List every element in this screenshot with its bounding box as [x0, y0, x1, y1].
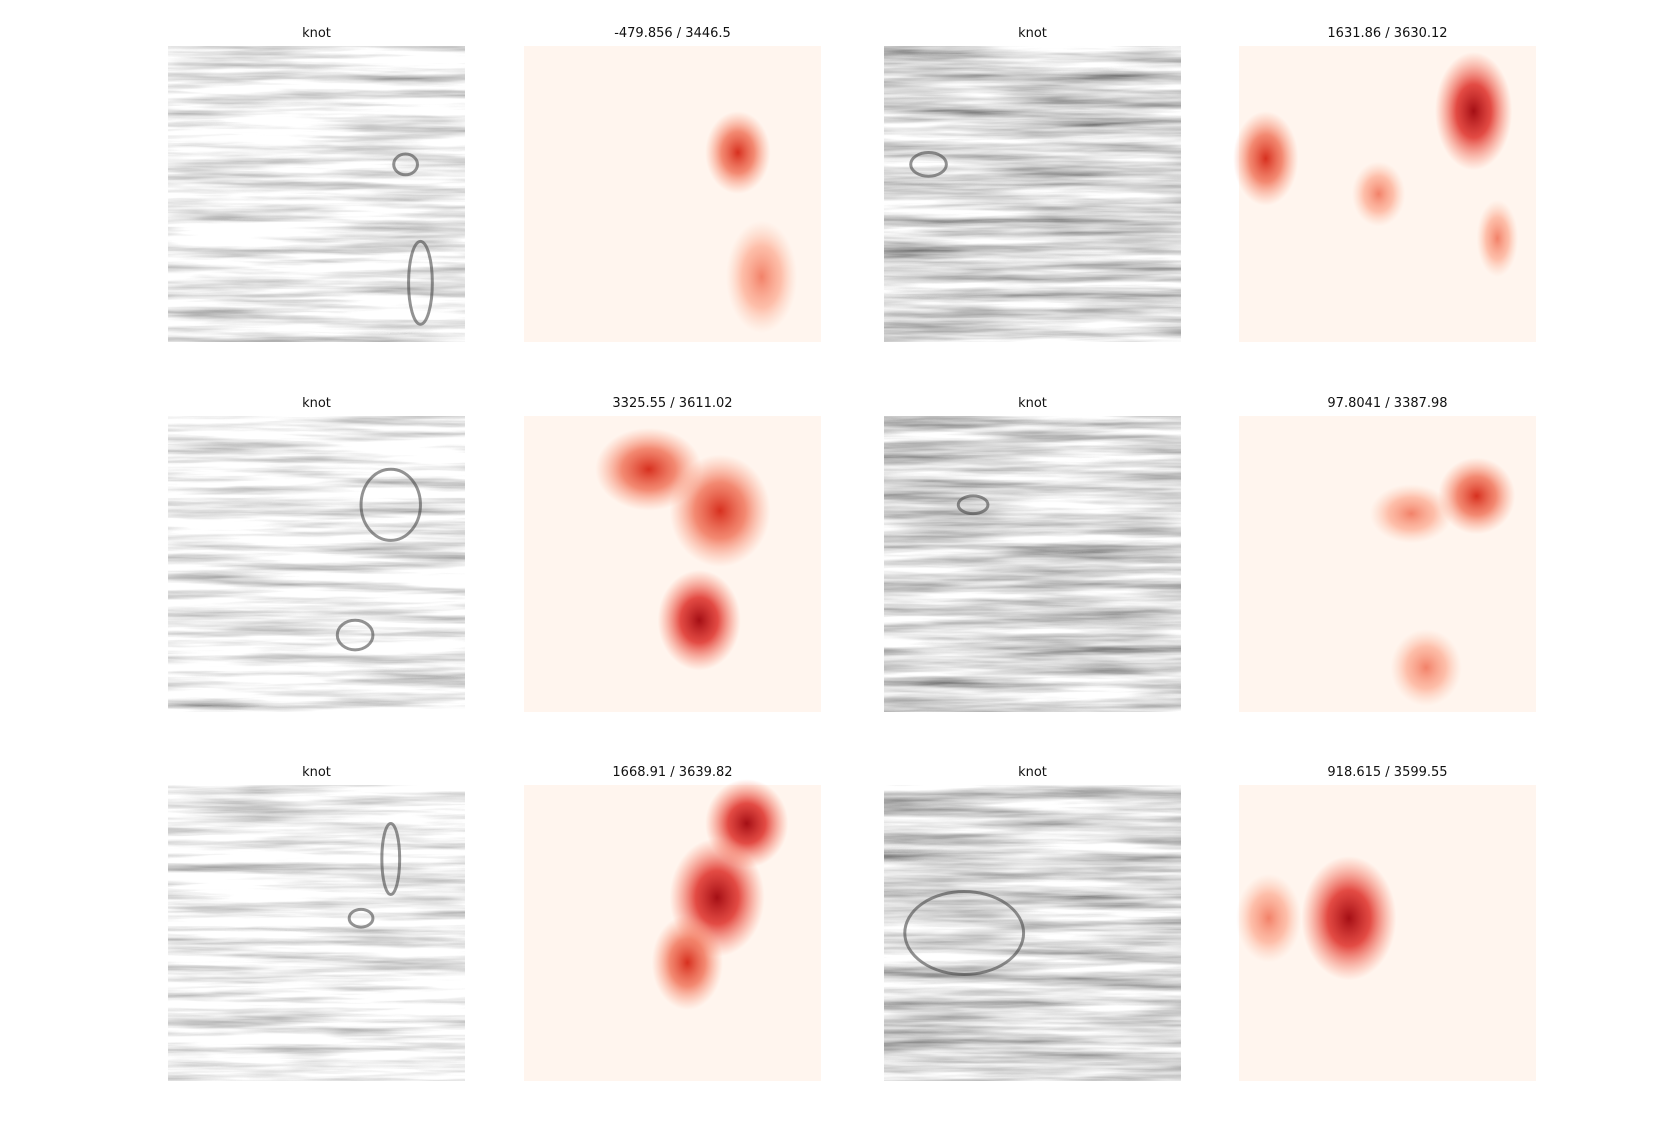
panel-title: 97.8041 / 3387.98	[1327, 396, 1447, 411]
panel-title: knot	[1018, 396, 1047, 411]
knot-mark	[909, 151, 948, 178]
heatmap-blob	[1351, 161, 1406, 227]
wood-image	[168, 785, 465, 1081]
panel-title: 1631.86 / 3630.12	[1327, 26, 1447, 41]
wood-image	[884, 416, 1181, 712]
knot-mark	[347, 907, 375, 929]
knot-mark	[380, 821, 402, 897]
panel-title: knot	[302, 765, 331, 780]
panel-title: knot	[302, 26, 331, 41]
wood-image	[168, 416, 465, 712]
wood-image	[884, 785, 1181, 1081]
knot-mark	[903, 890, 1026, 976]
panel-title: knot	[1018, 26, 1047, 41]
heatmap-blob	[657, 569, 741, 671]
knot-mark	[407, 239, 434, 326]
heatmap-blob	[1369, 484, 1453, 544]
heatmap-bg	[1239, 416, 1536, 712]
knot-mark	[335, 618, 375, 652]
heatmap-blob	[725, 220, 798, 334]
panel-title: 918.615 / 3599.55	[1327, 765, 1447, 780]
heatmap-blob	[1390, 629, 1462, 707]
heatmap-blob	[651, 915, 723, 1010]
panel-title: knot	[1018, 765, 1047, 780]
heatmap-blob	[1233, 111, 1299, 206]
panel-title: 1668.91 / 3639.82	[612, 765, 732, 780]
knot-mark	[392, 152, 419, 177]
heatmap-blob	[1437, 457, 1516, 535]
heatmap-blob	[1435, 51, 1513, 171]
knot-mark	[956, 494, 990, 516]
heatmap-blob	[669, 454, 771, 567]
panel-title: -479.856 / 3446.5	[614, 26, 731, 41]
heatmap-blob	[1301, 856, 1397, 981]
heatmap-blob	[1476, 199, 1519, 277]
panel-title: 3325.55 / 3611.02	[612, 396, 732, 411]
panel-title: knot	[302, 396, 331, 411]
wood-image	[168, 46, 465, 342]
heatmap-blob	[1236, 873, 1302, 963]
knot-mark	[359, 467, 422, 542]
heatmap-blob	[705, 111, 771, 194]
wood-image	[884, 46, 1181, 342]
